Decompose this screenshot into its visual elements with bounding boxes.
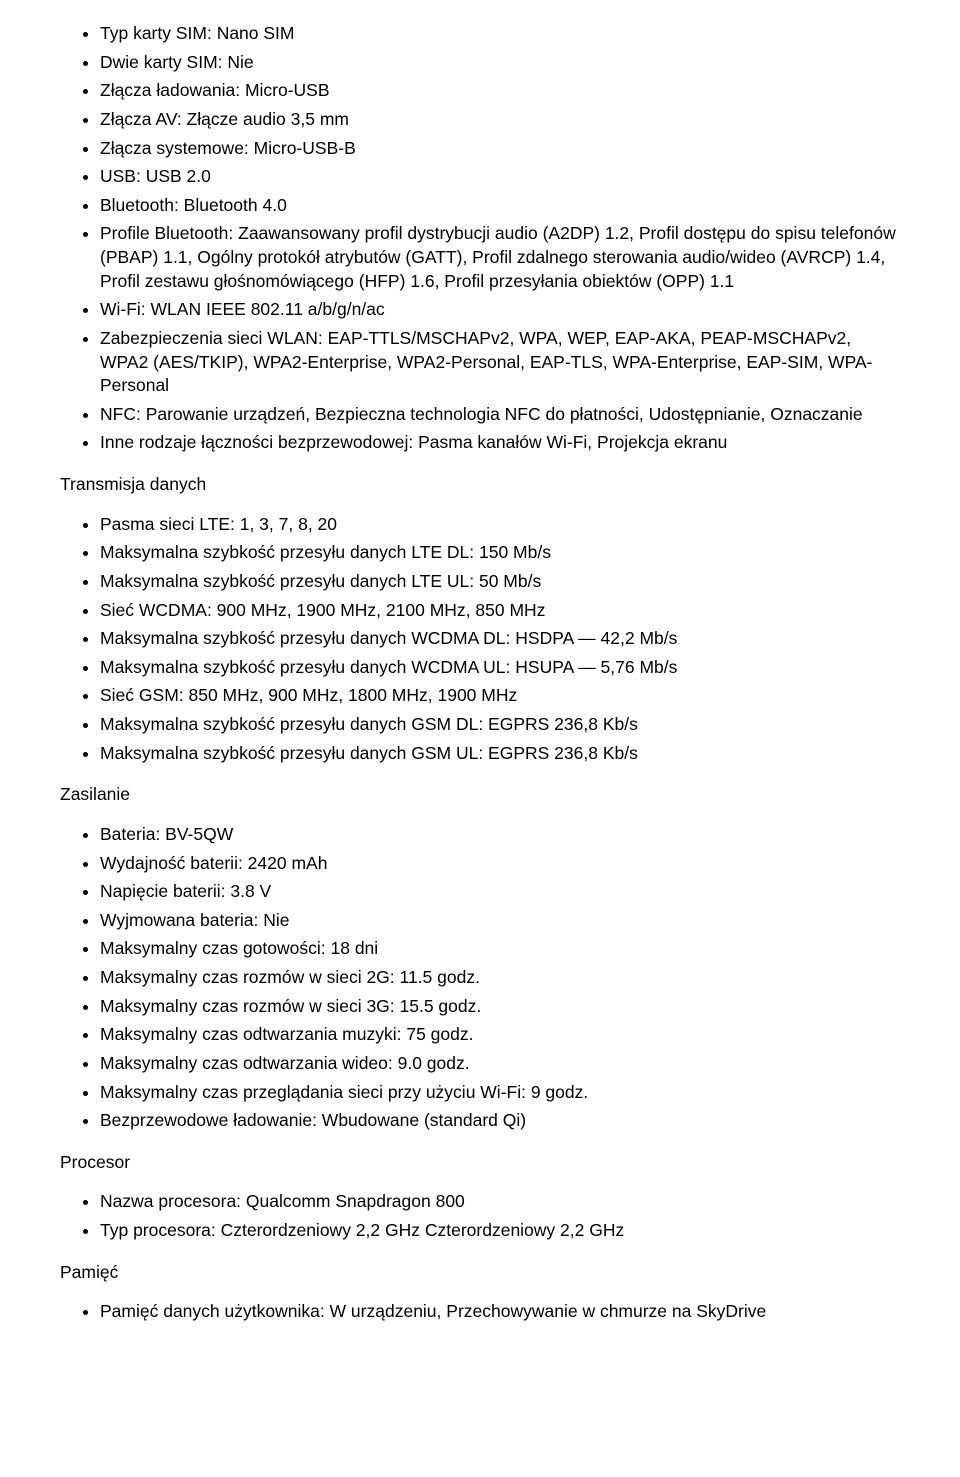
list-item: Pamięć danych użytkownika: W urządzeniu,… [100,1300,900,1324]
list-item: Maksymalny czas przeglądania sieci przy … [100,1081,900,1105]
list-item: Sieć WCDMA: 900 MHz, 1900 MHz, 2100 MHz,… [100,599,900,623]
list-item: Zabezpieczenia sieci WLAN: EAP-TTLS/MSCH… [100,327,900,398]
transmisja-list: Pasma sieci LTE: 1, 3, 7, 8, 20 Maksymal… [60,513,900,766]
zasilanie-list: Bateria: BV-5QW Wydajność baterii: 2420 … [60,823,900,1133]
list-item: Inne rodzaje łączności bezprzewodowej: P… [100,431,900,455]
list-item: Maksymalna szybkość przesyłu danych GSM … [100,713,900,737]
list-item: Maksymalna szybkość przesyłu danych GSM … [100,742,900,766]
list-item: Napięcie baterii: 3.8 V [100,880,900,904]
list-item: Złącza systemowe: Micro-USB-B [100,137,900,161]
list-item: Dwie karty SIM: Nie [100,51,900,75]
list-item: USB: USB 2.0 [100,165,900,189]
list-item: Bluetooth: Bluetooth 4.0 [100,194,900,218]
list-item: Maksymalna szybkość przesyłu danych LTE … [100,541,900,565]
list-item: Typ procesora: Czterordzeniowy 2,2 GHz C… [100,1219,900,1243]
heading-transmisja: Transmisja danych [60,473,900,497]
list-item: Profile Bluetooth: Zaawansowany profil d… [100,222,900,293]
list-item: Wyjmowana bateria: Nie [100,909,900,933]
heading-procesor: Procesor [60,1151,900,1175]
heading-zasilanie: Zasilanie [60,783,900,807]
list-item: Maksymalny czas odtwarzania muzyki: 75 g… [100,1023,900,1047]
list-item: NFC: Parowanie urządzeń, Bezpieczna tech… [100,403,900,427]
list-item: Maksymalna szybkość przesyłu danych WCDM… [100,656,900,680]
connectivity-list: Typ karty SIM: Nano SIM Dwie karty SIM: … [60,22,900,455]
list-item: Wydajność baterii: 2420 mAh [100,852,900,876]
list-item: Maksymalny czas rozmów w sieci 3G: 15.5 … [100,995,900,1019]
list-item: Maksymalny czas rozmów w sieci 2G: 11.5 … [100,966,900,990]
procesor-list: Nazwa procesora: Qualcomm Snapdragon 800… [60,1190,900,1242]
pamiec-list: Pamięć danych użytkownika: W urządzeniu,… [60,1300,900,1324]
heading-pamiec: Pamięć [60,1261,900,1285]
list-item: Typ karty SIM: Nano SIM [100,22,900,46]
list-item: Złącza ładowania: Micro-USB [100,79,900,103]
list-item: Bezprzewodowe ładowanie: Wbudowane (stan… [100,1109,900,1133]
list-item: Sieć GSM: 850 MHz, 900 MHz, 1800 MHz, 19… [100,684,900,708]
list-item: Maksymalna szybkość przesyłu danych LTE … [100,570,900,594]
list-item: Pasma sieci LTE: 1, 3, 7, 8, 20 [100,513,900,537]
list-item: Nazwa procesora: Qualcomm Snapdragon 800 [100,1190,900,1214]
list-item: Maksymalna szybkość przesyłu danych WCDM… [100,627,900,651]
page-container: Typ karty SIM: Nano SIM Dwie karty SIM: … [0,0,960,1382]
list-item: Maksymalny czas odtwarzania wideo: 9.0 g… [100,1052,900,1076]
list-item: Bateria: BV-5QW [100,823,900,847]
list-item: Wi-Fi: WLAN IEEE 802.11 a/b/g/n/ac [100,298,900,322]
list-item: Złącza AV: Złącze audio 3,5 mm [100,108,900,132]
list-item: Maksymalny czas gotowości: 18 dni [100,937,900,961]
